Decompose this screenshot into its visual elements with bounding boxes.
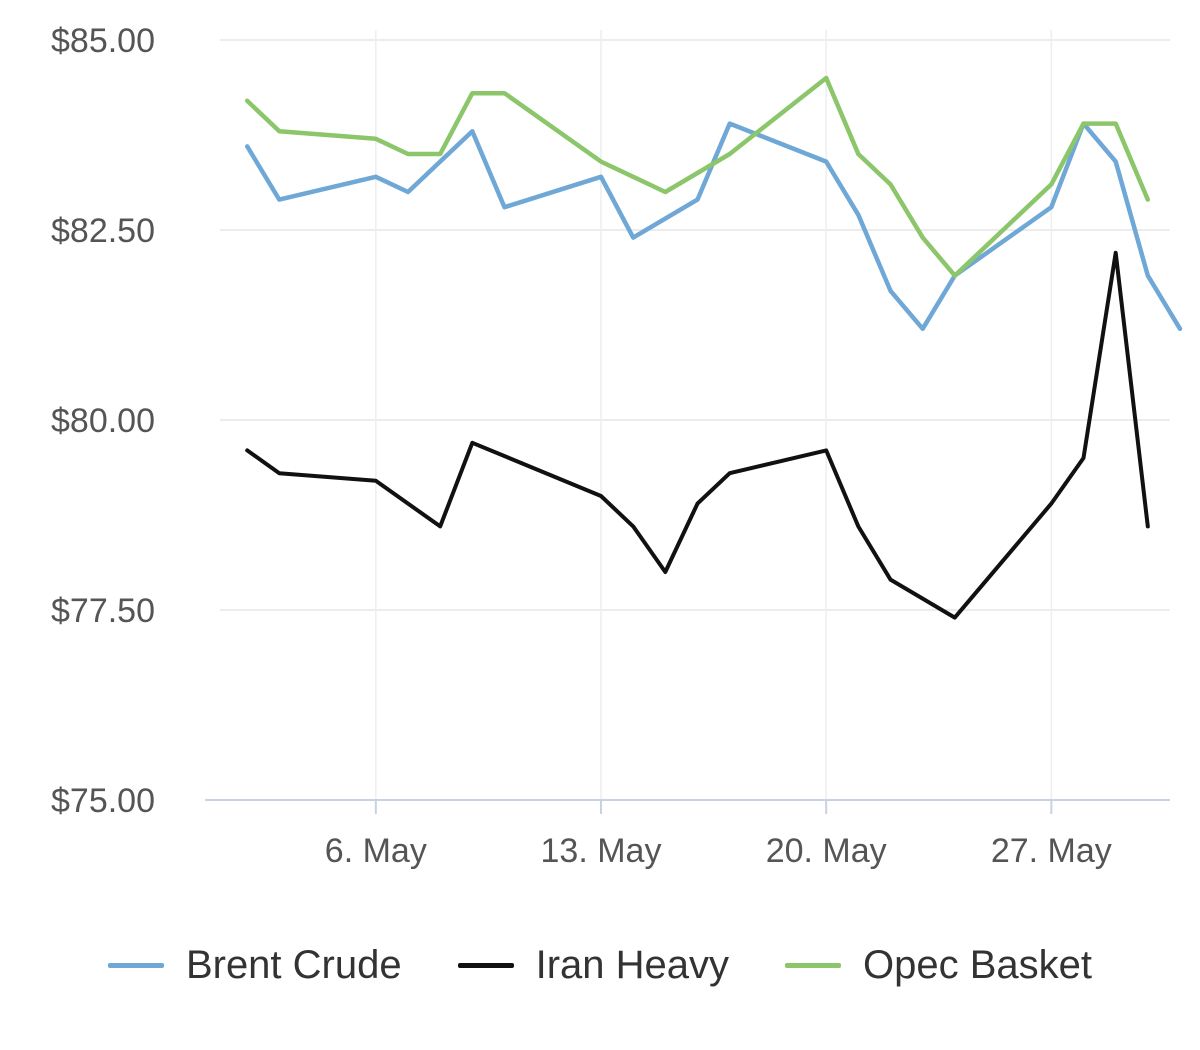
legend-swatch-iran-heavy — [457, 962, 514, 968]
legend-swatch-brent-crude — [107, 962, 164, 968]
series-line-brent-crude — [244, 121, 1183, 332]
legend-item-iran-heavy[interactable]: Iran Heavy — [457, 942, 730, 988]
series-lines — [244, 75, 1183, 620]
y-tick-label: $75.00 — [51, 782, 155, 820]
x-tick-label: 6. May — [325, 832, 427, 870]
axes: $75.00 $77.50 $80.00 $82.50 $85.00 6. May 13. … — [51, 22, 1170, 870]
y-tick-label: $80.00 — [51, 402, 155, 440]
series-line-opec-basket — [244, 75, 1151, 278]
legend-item-opec-basket[interactable]: Opec Basket — [785, 943, 1092, 988]
legend-label-brent-crude: Brent Crude — [185, 942, 402, 987]
series-line-iran-heavy — [245, 250, 1150, 620]
legend: Brent Crude Iran Heavy Opec Basket — [0, 930, 1200, 1000]
grid — [220, 30, 1170, 800]
legend-swatch-opec-basket — [785, 962, 842, 968]
y-tick-label: $85.00 — [51, 22, 155, 60]
legend-label-iran-heavy: Iran Heavy — [535, 942, 730, 987]
price-chart: $75.00 $77.50 $80.00 $82.50 $85.00 6. May 13. … — [51, 22, 1183, 870]
x-tick-label: 20. May — [766, 832, 887, 870]
legend-label-opec-basket: Opec Basket — [863, 942, 1093, 987]
y-tick-label: $82.50 — [51, 212, 155, 250]
y-tick-label: $77.50 — [51, 592, 155, 630]
x-tick-label: 27. May — [991, 832, 1112, 870]
x-tick-label: 13. May — [541, 832, 662, 870]
legend-item-brent-crude[interactable]: Brent Crude — [107, 942, 402, 988]
